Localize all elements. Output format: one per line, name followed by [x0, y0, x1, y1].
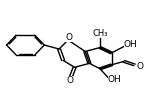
Text: O: O [65, 33, 72, 42]
Text: O: O [66, 76, 73, 85]
Text: OH: OH [108, 76, 121, 84]
Text: CH₃: CH₃ [92, 29, 108, 38]
Text: OH: OH [123, 40, 137, 49]
Text: O: O [136, 62, 143, 71]
